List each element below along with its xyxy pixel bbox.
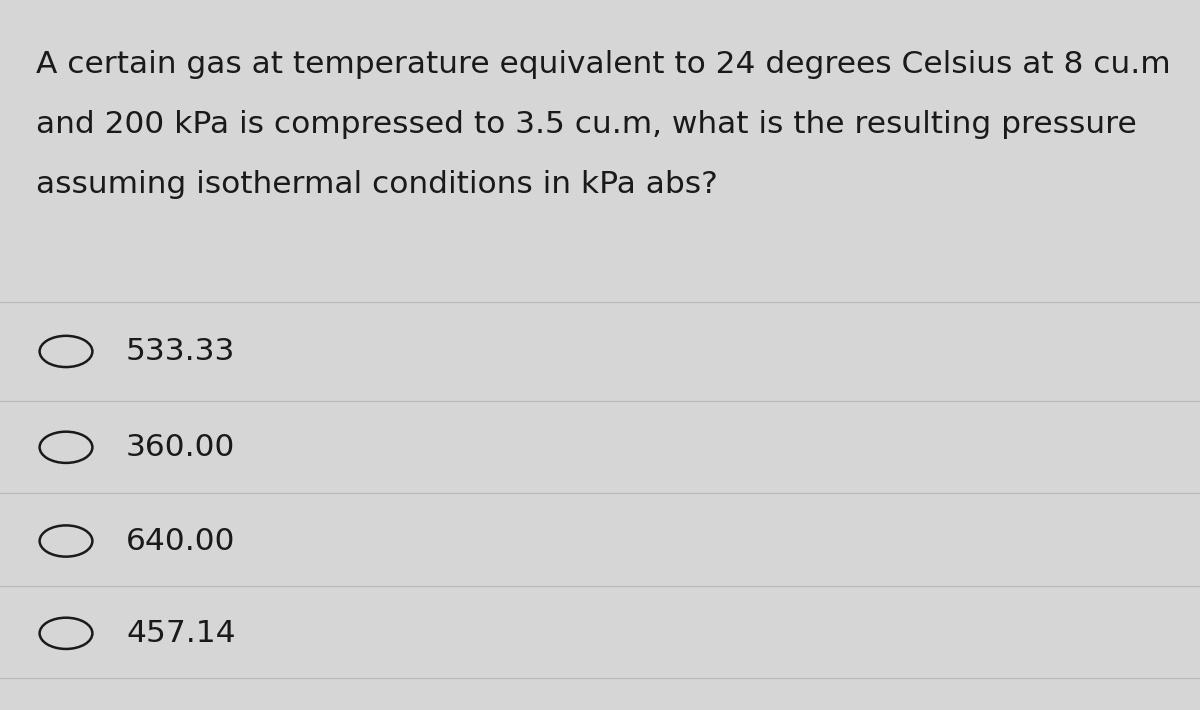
Text: 640.00: 640.00 [126, 527, 235, 555]
Text: 457.14: 457.14 [126, 619, 235, 648]
Text: 533.33: 533.33 [126, 337, 235, 366]
Text: 360.00: 360.00 [126, 433, 235, 462]
Text: assuming isothermal conditions in kPa abs?: assuming isothermal conditions in kPa ab… [36, 170, 718, 200]
Text: and 200 kPa is compressed to 3.5 cu.m, what is the resulting pressure: and 200 kPa is compressed to 3.5 cu.m, w… [36, 110, 1136, 139]
Text: A certain gas at temperature equivalent to 24 degrees Celsius at 8 cu.m: A certain gas at temperature equivalent … [36, 50, 1171, 79]
